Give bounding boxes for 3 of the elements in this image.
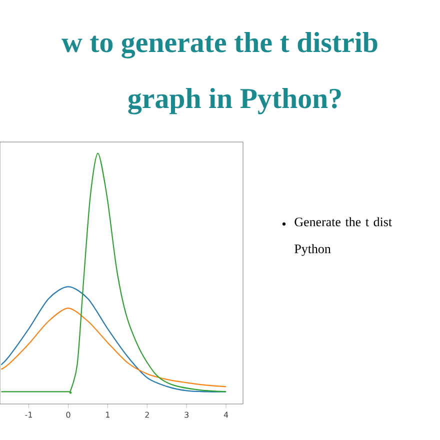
chart-subtitle: graph in Python? bbox=[128, 88, 341, 114]
text: Generate the t dist Python bbox=[294, 217, 392, 256]
chart-title: w to generate the t distrib bbox=[62, 32, 378, 58]
